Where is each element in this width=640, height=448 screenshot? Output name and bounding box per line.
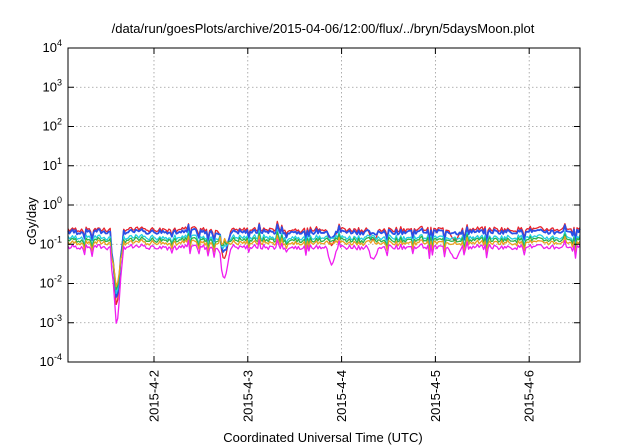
y-tick-label: 102 <box>43 117 62 134</box>
series-line <box>67 234 581 288</box>
y-axis: 10-4 10-3 10-2 10-1 100 101 102 103 104 <box>40 38 580 369</box>
x-tick-label: 2015-4-6 <box>522 370 537 422</box>
series-line <box>67 229 581 295</box>
y-axis-label: cGy/day <box>24 197 39 245</box>
y-tick-label: 104 <box>43 38 62 55</box>
x-axis-label: Coordinated Universal Time (UTC) <box>223 430 422 445</box>
y-tick-label: 101 <box>43 156 62 173</box>
y-tick-label: 10-3 <box>40 313 62 330</box>
series-lines <box>67 220 581 324</box>
series-line <box>67 231 581 291</box>
x-tick-label: 2015-4-3 <box>240 370 255 422</box>
x-tick-label: 2015-4-4 <box>334 370 349 422</box>
y-tick-label: 10-1 <box>40 234 62 251</box>
grid-lines <box>68 48 580 362</box>
y-tick-label: 100 <box>43 195 62 212</box>
series-line <box>67 239 581 324</box>
series-line <box>67 220 581 306</box>
chart-title: /data/run/goesPlots/archive/2015-04-06/1… <box>112 21 535 36</box>
x-axis: 2015-4-2 2015-4-3 2015-4-4 2015-4-5 2015-4-6 <box>146 48 537 422</box>
y-tick-label: 103 <box>43 77 62 94</box>
x-tick-label: 2015-4-5 <box>428 370 443 422</box>
series-line <box>67 223 581 298</box>
y-tick-label: 10-2 <box>40 274 62 291</box>
y-tick-label: 10-4 <box>40 352 62 369</box>
x-tick-label: 2015-4-2 <box>146 370 161 422</box>
